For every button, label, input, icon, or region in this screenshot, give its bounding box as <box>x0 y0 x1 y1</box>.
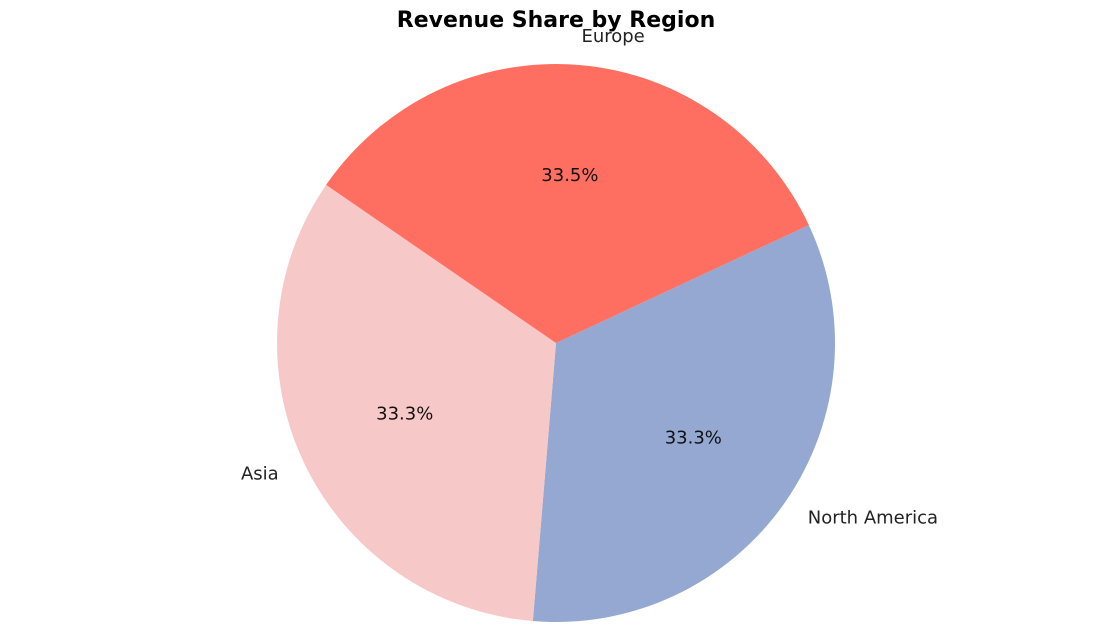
slice-label-europe: Europe <box>581 26 644 47</box>
slice-label-north-america: North America <box>808 508 938 529</box>
pie-slice-asia <box>277 184 556 622</box>
slice-label-asia: Asia <box>241 463 279 484</box>
pct-label-asia: 33.3% <box>376 404 433 425</box>
pie-slice-north-america <box>532 225 835 623</box>
pie-slices <box>277 64 835 623</box>
pct-label-europe: 33.5% <box>541 165 598 186</box>
chart-title: Revenue Share by Region <box>397 8 715 33</box>
pie-labels: North America 33.3% Asia 33.3% Europe 33.5% <box>241 26 938 528</box>
pie-slice-europe <box>326 64 809 343</box>
pct-label-north-america: 33.3% <box>665 428 722 449</box>
